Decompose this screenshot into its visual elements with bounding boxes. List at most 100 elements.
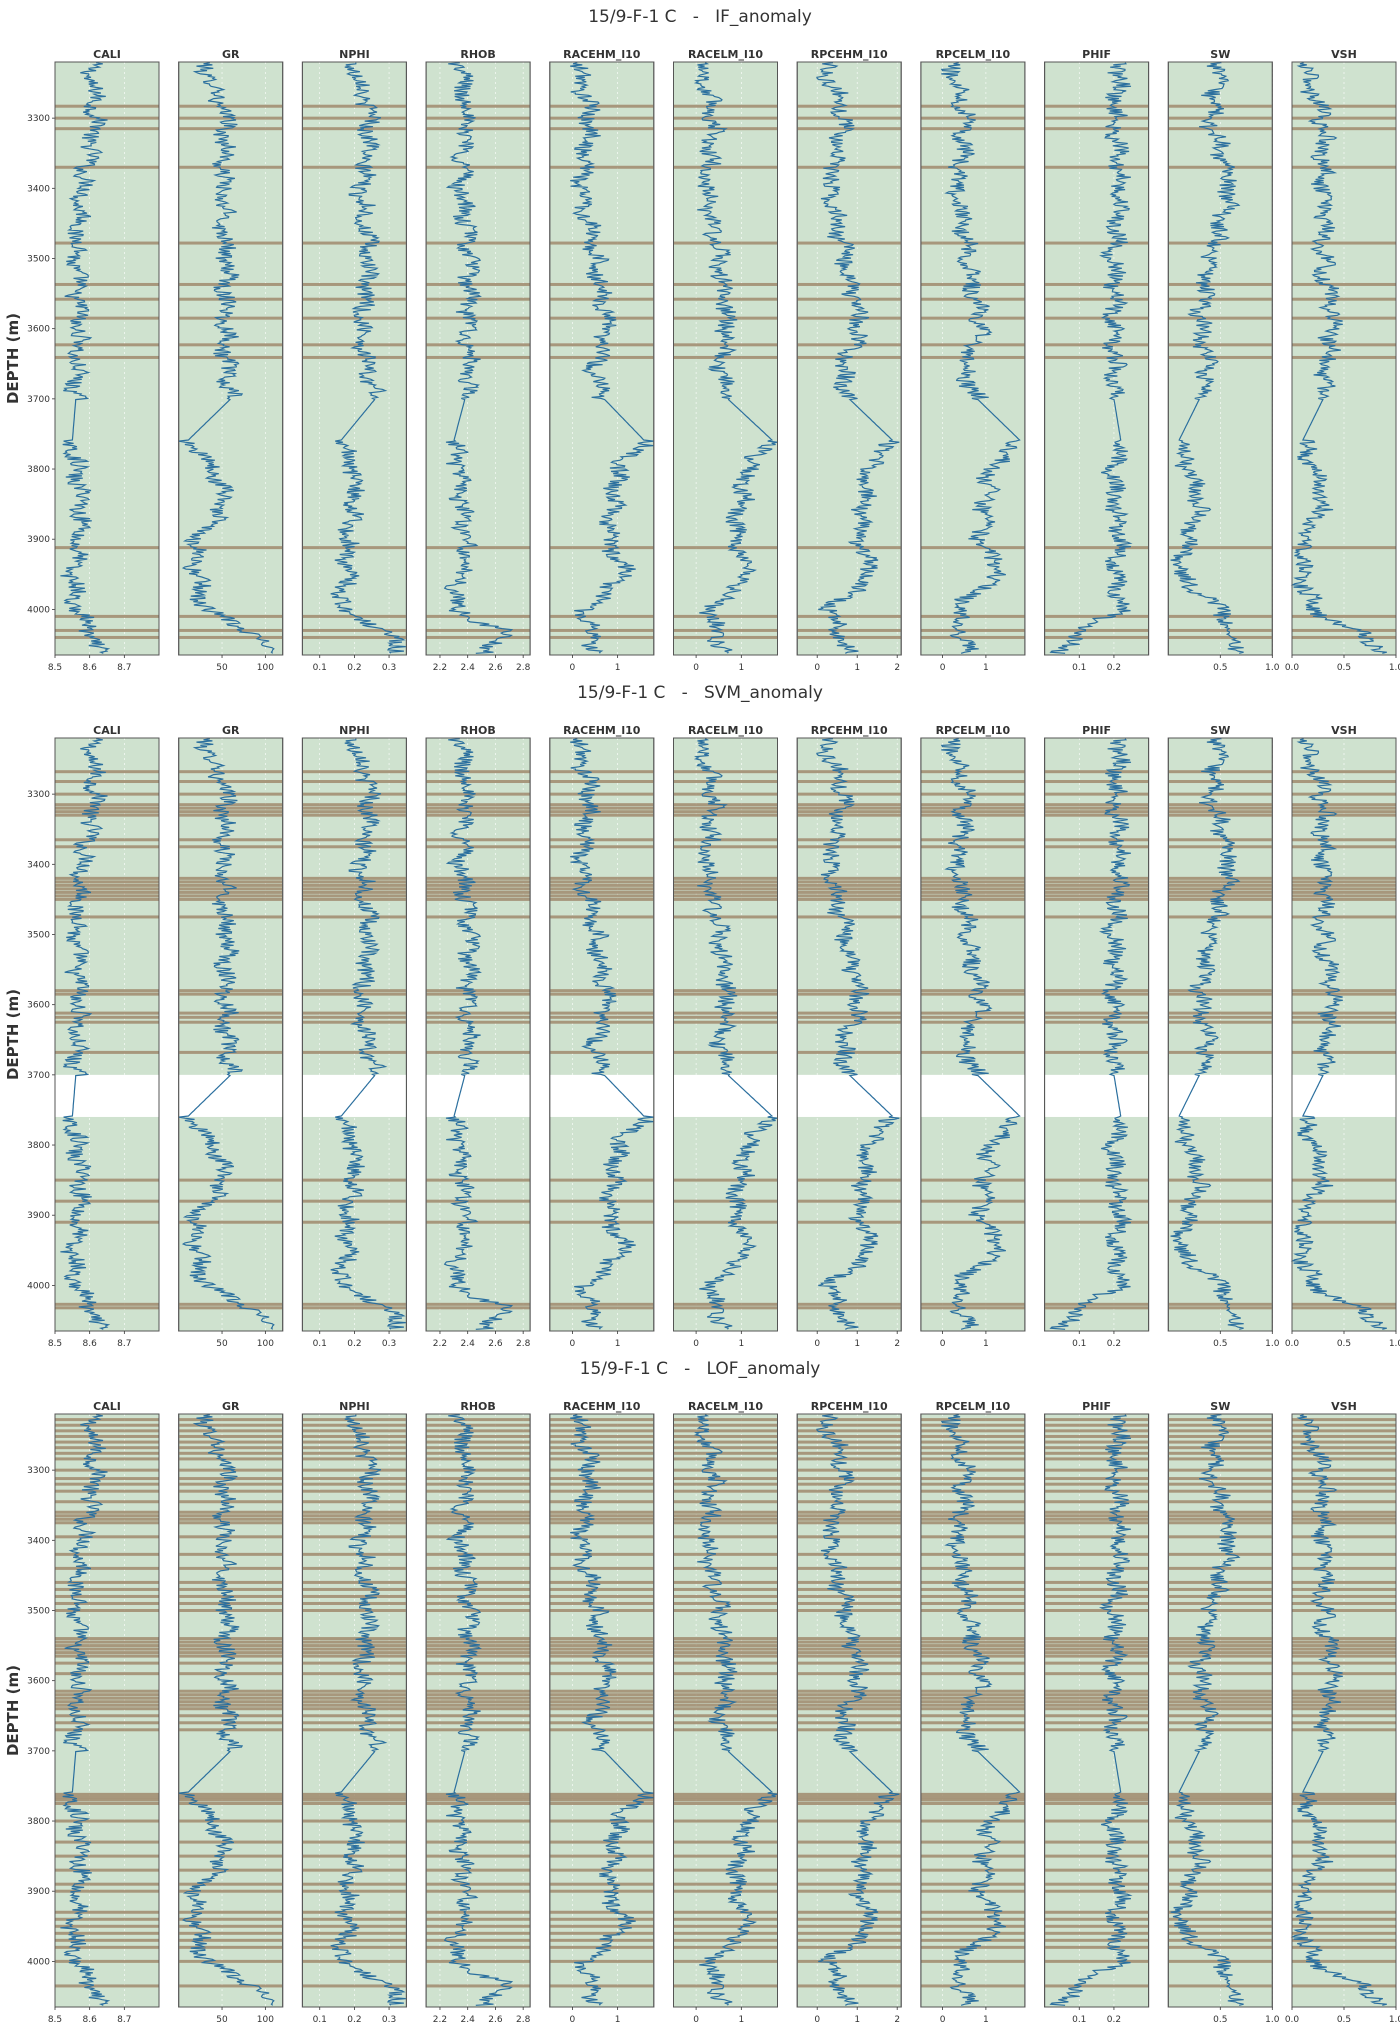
anomaly-band	[179, 838, 283, 842]
anomaly-band	[302, 1510, 406, 1514]
anomaly-band	[1168, 282, 1272, 286]
anomaly-band	[921, 1302, 1025, 1306]
anomaly-band	[1168, 1693, 1272, 1697]
anomaly-band	[921, 1434, 1025, 1438]
track-name: CALI	[93, 724, 121, 737]
anomaly-band	[797, 1647, 901, 1651]
anomaly-band	[302, 1594, 406, 1598]
anomaly-band	[1168, 1924, 1272, 1928]
anomaly-band	[1045, 1423, 1149, 1427]
anomaly-band	[55, 989, 159, 993]
anomaly-band	[674, 1517, 777, 1521]
anomaly-band	[674, 1587, 777, 1591]
anomaly-band	[797, 1693, 901, 1697]
curve-rpcelm-l10	[940, 1414, 1021, 2006]
anomaly-band	[179, 282, 283, 286]
anomaly-band	[1292, 1302, 1396, 1306]
anomaly-band	[179, 165, 283, 169]
anomaly-band	[550, 546, 654, 550]
anomaly-band	[426, 1199, 530, 1203]
anomaly-band	[426, 1306, 530, 1310]
anomaly-band	[55, 1521, 159, 1525]
anomaly-band	[1168, 845, 1272, 849]
anomaly-band	[1045, 1434, 1149, 1438]
anomaly-band	[302, 1917, 406, 1921]
anomaly-band	[426, 1418, 530, 1422]
anomaly-band	[1045, 343, 1149, 347]
anomaly-band	[55, 1938, 159, 1942]
anomaly-band	[1168, 792, 1272, 796]
anomaly-band	[1292, 1587, 1396, 1591]
anomaly-band	[797, 1703, 901, 1707]
anomaly-band	[674, 1696, 777, 1700]
anomaly-band	[550, 1423, 654, 1427]
anomaly-band	[55, 127, 159, 131]
anomaly-band	[426, 915, 530, 919]
anomaly-band	[797, 792, 901, 796]
anomaly-band	[921, 635, 1025, 639]
track-racelm-l10: RACELM_l10 0 1	[673, 724, 778, 1349]
anomaly-band	[302, 1984, 406, 1988]
anomaly-band	[426, 1510, 530, 1514]
x-tick-label: 8.6	[83, 663, 98, 673]
anomaly-band	[797, 1689, 901, 1693]
depth-tick-label: 3800	[27, 1141, 50, 1151]
anomaly-band	[179, 1854, 283, 1858]
anomaly-band	[1045, 1457, 1149, 1461]
anomaly-band	[179, 1938, 283, 1942]
anomaly-band	[1045, 1020, 1149, 1024]
anomaly-band	[1168, 1984, 1272, 1988]
anomaly-band	[1292, 894, 1396, 898]
anomaly-band	[302, 989, 406, 993]
x-tick-label: 0	[940, 663, 946, 673]
curve-gr	[178, 738, 275, 1330]
anomaly-band	[302, 894, 406, 898]
anomaly-band	[921, 803, 1025, 807]
anomaly-band	[302, 546, 406, 550]
anomaly-band	[179, 1510, 283, 1514]
anomaly-band	[550, 165, 654, 169]
anomaly-band	[1045, 104, 1149, 108]
anomaly-band	[797, 297, 901, 301]
anomaly-band	[797, 1654, 901, 1658]
x-tick-label: 0.3	[382, 2015, 396, 2025]
track-name: RPCEHM_l10	[811, 48, 888, 61]
anomaly-band	[797, 1795, 901, 1799]
anomaly-band	[179, 1482, 283, 1486]
anomaly-band	[674, 1302, 777, 1306]
anomaly-band	[1168, 116, 1272, 120]
anomaly-band	[179, 1500, 283, 1504]
track-cali: CALI 8.5 8.6 8.7	[48, 1400, 160, 2025]
anomaly-band	[55, 1689, 159, 1693]
track-frame	[673, 61, 778, 656]
anomaly-band	[179, 1011, 283, 1015]
anomaly-band	[1292, 282, 1396, 286]
anomaly-band	[921, 1661, 1025, 1665]
depth-tick-label: 3400	[27, 860, 50, 870]
anomaly-band	[55, 1637, 159, 1641]
anomaly-band	[1168, 1721, 1272, 1725]
anomaly-band	[797, 1015, 901, 1019]
anomaly-band	[1292, 316, 1396, 320]
x-tick-label: 1	[615, 2015, 621, 2025]
anomaly-band	[302, 343, 406, 347]
anomaly-band	[674, 1798, 777, 1802]
anomaly-band	[1168, 1521, 1272, 1525]
track-rhob: RHOB 2.2 2.4 2.6 2.8	[425, 1400, 531, 2025]
anomaly-band	[550, 1889, 654, 1893]
anomaly-band	[797, 1640, 901, 1644]
x-tick-label: 8.6	[83, 1339, 98, 1349]
anomaly-band	[302, 1566, 406, 1570]
anomaly-band	[1045, 1924, 1149, 1928]
depth-tick-label: 4000	[27, 1957, 50, 1967]
anomaly-band	[550, 792, 654, 796]
anomaly-band	[426, 770, 530, 774]
anomaly-band	[1045, 1640, 1149, 1644]
x-tick-label: 0.1	[1072, 1339, 1086, 1349]
anomaly-band	[1045, 1882, 1149, 1886]
anomaly-band	[1045, 813, 1149, 817]
anomaly-band	[550, 1798, 654, 1802]
anomaly-band	[55, 803, 159, 807]
x-tick-label: 1	[983, 1339, 989, 1349]
anomaly-band	[426, 1721, 530, 1725]
